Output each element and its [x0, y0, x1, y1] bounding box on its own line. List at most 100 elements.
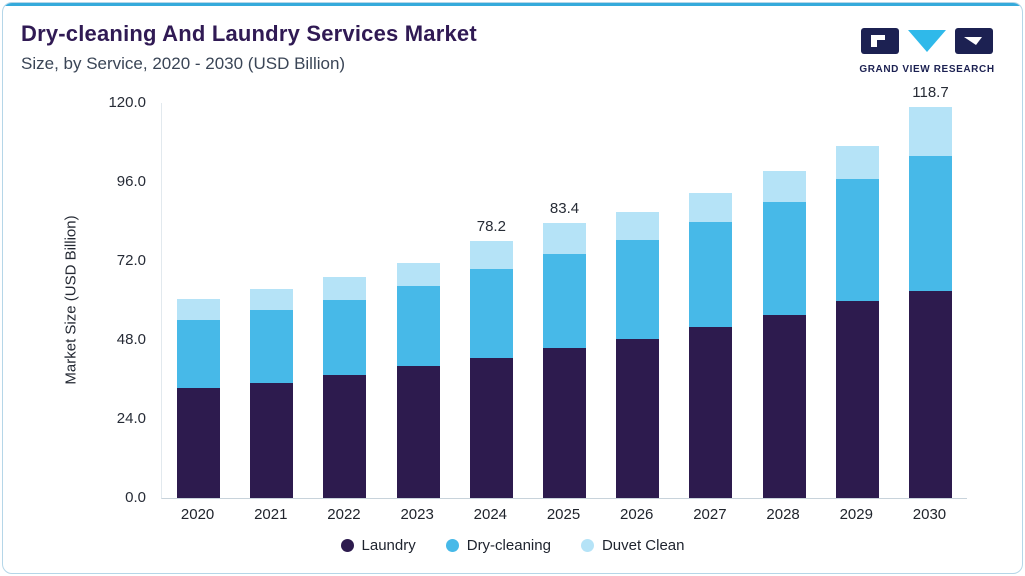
- bar-segment-duvet-clean: [323, 277, 367, 300]
- legend-item: Laundry: [340, 537, 416, 554]
- logo-left-glyph: [871, 35, 885, 47]
- bar-segment-laundry: [762, 315, 806, 498]
- bar-segment-duvet-clean: [689, 192, 733, 222]
- x-tick-label: 2026: [620, 506, 654, 523]
- bar-segment-laundry: [835, 300, 879, 498]
- bar-segment-duvet-clean: [250, 289, 294, 311]
- bar-segment-laundry: [616, 339, 660, 498]
- bar-segment-dry-cleaning: [323, 299, 367, 375]
- bar-segment-duvet-clean: [396, 262, 440, 287]
- bar-segment-duvet-clean: [616, 211, 660, 241]
- x-tick-label: 2025: [546, 506, 581, 523]
- bar-stack: [543, 223, 587, 498]
- page-subtitle: Size, by Service, 2020 - 2030 (USD Billi…: [21, 54, 346, 73]
- legend-label: Dry-cleaning: [466, 537, 551, 554]
- x-tick-label: 2027: [693, 506, 727, 523]
- bar-stack: [250, 289, 294, 498]
- bar-column: [674, 103, 747, 498]
- bar-segment-dry-cleaning: [762, 201, 806, 316]
- x-tick-label: 2028: [766, 506, 800, 523]
- bar-stack: [396, 262, 440, 498]
- bar-value-label: 78.2: [476, 217, 506, 235]
- y-tick-label: 96.0: [116, 173, 146, 190]
- x-tick-label: 2021: [254, 506, 288, 523]
- x-tick-label: 2024: [473, 506, 508, 523]
- bar-segment-dry-cleaning: [469, 268, 513, 359]
- y-tick-label: 0.0: [125, 489, 146, 506]
- bar-segment-laundry: [689, 326, 733, 498]
- bar-column: 118.7: [894, 84, 967, 498]
- bar-segment-laundry: [543, 348, 587, 498]
- legend-item: Duvet Clean: [580, 537, 685, 554]
- legend-marker: [580, 539, 594, 552]
- brand-logo: GRAND VIEW RESEARCH: [852, 27, 1002, 75]
- plot-area: 78.2 83.4 118.7: [161, 84, 967, 499]
- x-tick-label: 2029: [839, 506, 873, 523]
- bar-stack: [177, 298, 221, 498]
- bar-column: [235, 103, 308, 498]
- bar-column: [308, 103, 381, 498]
- bar-column: [601, 103, 674, 498]
- bar-segment-dry-cleaning: [250, 310, 294, 383]
- bar-segment-dry-cleaning: [543, 254, 587, 349]
- x-tick-label: 2023: [400, 506, 434, 523]
- x-tick-label: 2020: [180, 506, 215, 523]
- y-tick-label: 72.0: [116, 252, 146, 269]
- bar-stack: [908, 107, 952, 498]
- chart-legend: Laundry Dry-cleaning Duvet Clean: [3, 537, 1022, 554]
- bar-value-label: 83.4: [549, 200, 580, 218]
- legend-marker: [445, 539, 459, 552]
- logo-down-triangle: [908, 30, 946, 52]
- bar-segment-laundry: [469, 358, 513, 498]
- bar-column: 83.4: [528, 103, 601, 498]
- y-tick-label: 120.0: [108, 94, 146, 111]
- top-accent-line: [3, 3, 1022, 6]
- legend-item: Dry-cleaning: [445, 537, 551, 554]
- bar-segment-dry-cleaning: [177, 320, 221, 388]
- x-tick-label: 2030: [912, 506, 947, 523]
- bar-segment-dry-cleaning: [835, 178, 879, 301]
- bar-column: [748, 103, 821, 498]
- logo-right-glyph: [964, 37, 982, 45]
- bar-column: [821, 103, 894, 498]
- bar-segment-dry-cleaning: [396, 286, 440, 367]
- bar-segment-duvet-clean: [908, 107, 952, 156]
- bar-stack: [835, 146, 879, 498]
- bar-segment-duvet-clean: [835, 146, 879, 179]
- bar-segment-duvet-clean: [762, 171, 806, 202]
- bar-segment-laundry: [396, 366, 440, 498]
- legend-label: Duvet Clean: [601, 537, 685, 554]
- y-axis-ticks: 0.0 24.0 48.0 72.0 96.0 120.0: [58, 94, 146, 506]
- x-tick-label: 2022: [327, 506, 361, 523]
- bar-column: [162, 103, 235, 498]
- bar-column: 78.2: [455, 103, 528, 498]
- bar-stack: [689, 192, 733, 498]
- y-tick-label: 24.0: [116, 410, 146, 427]
- bar-segment-dry-cleaning: [908, 155, 952, 291]
- bar-segment-dry-cleaning: [689, 221, 733, 327]
- y-tick-label: 48.0: [116, 331, 146, 348]
- bar-stack: [616, 211, 660, 498]
- bar-column: [382, 103, 455, 498]
- bar-segment-laundry: [250, 382, 294, 498]
- bar-segment-duvet-clean: [177, 298, 221, 321]
- legend-marker: [340, 539, 354, 552]
- header: Dry-cleaning And Laundry Services Market…: [21, 21, 477, 74]
- page-title: Dry-cleaning And Laundry Services Market: [21, 21, 477, 46]
- brand-logo-text: GRAND VIEW RESEARCH: [859, 64, 995, 75]
- bar-value-label: 118.7: [912, 84, 949, 102]
- x-axis-labels: 2020 2021 2022 2023 2024 2025 2026 2027 2028 2029…: [161, 506, 966, 523]
- bar-stack: [469, 240, 513, 498]
- bar-segment-duvet-clean: [543, 223, 587, 255]
- bar-segment-laundry: [177, 387, 221, 498]
- bar-segment-laundry: [323, 374, 367, 498]
- bar-stack: [762, 171, 806, 498]
- bar-stack: [323, 277, 367, 498]
- bar-segment-duvet-clean: [469, 240, 513, 269]
- legend-label: Laundry: [361, 537, 416, 554]
- brand-logo-icon: [861, 28, 993, 54]
- logo-left-block: [861, 28, 899, 54]
- bar-segment-laundry: [908, 290, 952, 498]
- bar-segment-dry-cleaning: [616, 240, 660, 340]
